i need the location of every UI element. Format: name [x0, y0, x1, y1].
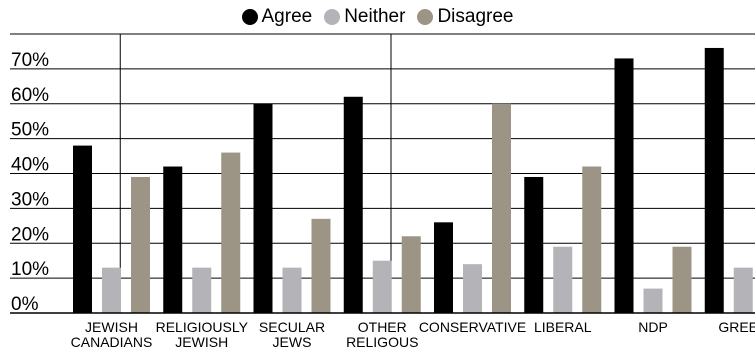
legend: Agree Neither Disagree — [0, 6, 755, 28]
x-tick-label: JEWISH — [85, 319, 138, 335]
bar-agree — [434, 222, 453, 313]
x-tick-label: OTHER — [358, 319, 407, 335]
bar-agree — [343, 96, 363, 314]
legend-swatch-disagree — [417, 9, 434, 25]
bar-disagree — [672, 246, 692, 313]
bar-neither — [553, 246, 573, 313]
x-tick-label: JEWISH — [175, 334, 228, 349]
y-tick-label: 60% — [11, 85, 49, 106]
x-tick-label: NDP — [638, 319, 668, 335]
x-tick-label: LIBERAL — [534, 319, 592, 335]
bar-neither — [733, 267, 753, 313]
bar-neither — [643, 288, 663, 313]
bar-agree — [73, 145, 92, 313]
legend-swatch-agree — [241, 9, 258, 25]
bar-neither — [192, 267, 212, 313]
x-tick-label: JEWS — [273, 334, 312, 349]
y-tick-label: 30% — [11, 189, 49, 210]
y-tick-label: 10% — [11, 259, 49, 280]
legend-item-agree: Agree — [241, 6, 313, 28]
legend-label-neither: Neither — [344, 6, 406, 27]
bar-agree — [614, 58, 634, 313]
bar-neither — [102, 267, 121, 313]
bar-disagree — [582, 166, 602, 313]
x-tick-label: SECULAR — [259, 319, 325, 335]
x-tick-label: GREEN — [718, 319, 755, 335]
legend-label-disagree: Disagree — [437, 6, 514, 27]
x-tick-label: RELIGIOUSLY — [156, 319, 249, 335]
bar-agree — [163, 166, 183, 313]
bar-neither — [372, 260, 392, 313]
bar-disagree — [221, 152, 241, 313]
legend-item-neither: Neither — [324, 6, 405, 28]
y-tick-label: 50% — [11, 120, 49, 141]
x-tick-label: CONSERVATIVE — [419, 319, 526, 335]
legend-swatch-neither — [324, 9, 341, 25]
bar-agree — [253, 103, 273, 313]
y-tick-label: 40% — [11, 155, 49, 176]
bar-agree — [524, 176, 544, 313]
x-tick-label: RELIGOUS — [346, 334, 418, 349]
legend-item-disagree: Disagree — [417, 6, 514, 28]
legend-label-agree: Agree — [261, 6, 313, 27]
bar-agree — [704, 47, 724, 313]
bar-disagree — [311, 218, 331, 313]
bar-disagree — [492, 103, 511, 313]
bar-neither — [463, 264, 482, 313]
y-tick-label: 0% — [11, 294, 39, 315]
bar-neither — [282, 267, 302, 313]
y-tick-label: 20% — [11, 224, 49, 245]
x-tick-label: CANADIANS — [71, 334, 153, 349]
bar-disagree — [131, 176, 150, 313]
bar-disagree — [401, 236, 421, 313]
y-tick-label: 70% — [11, 50, 49, 71]
